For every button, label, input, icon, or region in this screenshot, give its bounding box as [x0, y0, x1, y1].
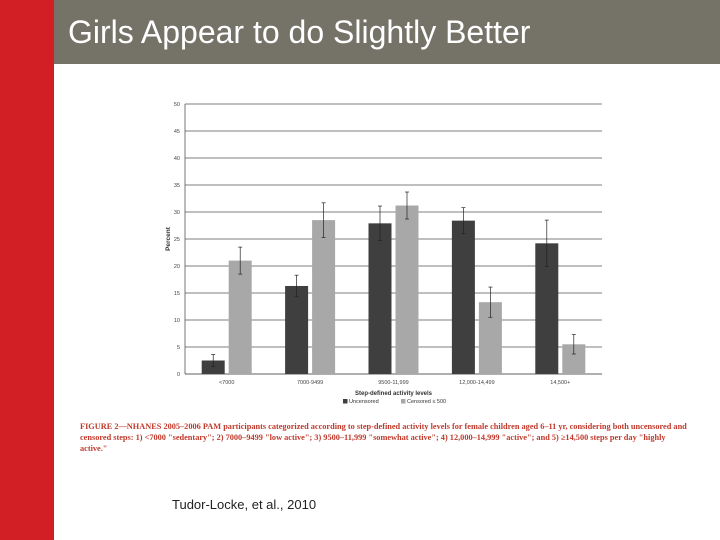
bar [451, 220, 475, 374]
y-tick-label: 10 [174, 318, 180, 324]
y-tick-label: 45 [174, 129, 180, 135]
x-tick-label: <7000 [219, 380, 234, 386]
y-tick-label: 40 [174, 156, 180, 162]
bar-chart: 0 5 10 15 20 25 30 35 40 45 50 Percent <7000 7000-949… [165, 102, 602, 405]
caption-text: FIGURE 2—NHANES 2005–2006 PAM participan… [80, 422, 687, 453]
bar [285, 285, 309, 374]
y-tick-label: 0 [177, 372, 180, 378]
slide-title: Girls Appear to do Slightly Better [68, 14, 531, 50]
bar [312, 220, 336, 374]
bar [201, 360, 225, 374]
x-tick-label: 9500-11,999 [378, 380, 408, 386]
x-tick-label: 14,500+ [550, 380, 570, 386]
bar [478, 302, 502, 374]
y-tick-label: 25 [174, 237, 180, 243]
x-tick-label: 12,000-14,499 [459, 380, 494, 386]
bar [562, 344, 586, 374]
citation: Tudor-Locke, et al., 2010 [172, 497, 317, 512]
figure-caption: FIGURE 2—NHANES 2005–2006 PAM participan… [80, 421, 692, 454]
legend-label: Censored ≤ 500 [407, 399, 446, 405]
accent-bar [0, 0, 54, 540]
y-tick-label: 50 [174, 102, 180, 108]
bar [368, 223, 392, 374]
y-tick-label: 15 [174, 291, 180, 297]
bar [228, 260, 252, 374]
title-bar: Girls Appear to do Slightly Better [54, 0, 720, 64]
legend-label: Uncensored [349, 399, 379, 405]
x-tick-label: 7000-9499 [297, 380, 323, 386]
legend-swatch [343, 399, 348, 404]
x-axis-label: Step-defined activity levels [355, 391, 433, 397]
y-tick-label: 5 [177, 345, 180, 351]
y-tick-label: 20 [174, 264, 180, 270]
bar [395, 205, 419, 374]
legend-swatch [401, 399, 406, 404]
y-axis-label: Percent [165, 226, 172, 251]
y-tick-label: 35 [174, 183, 180, 189]
bar [535, 243, 559, 374]
y-tick-label: 30 [174, 210, 180, 216]
